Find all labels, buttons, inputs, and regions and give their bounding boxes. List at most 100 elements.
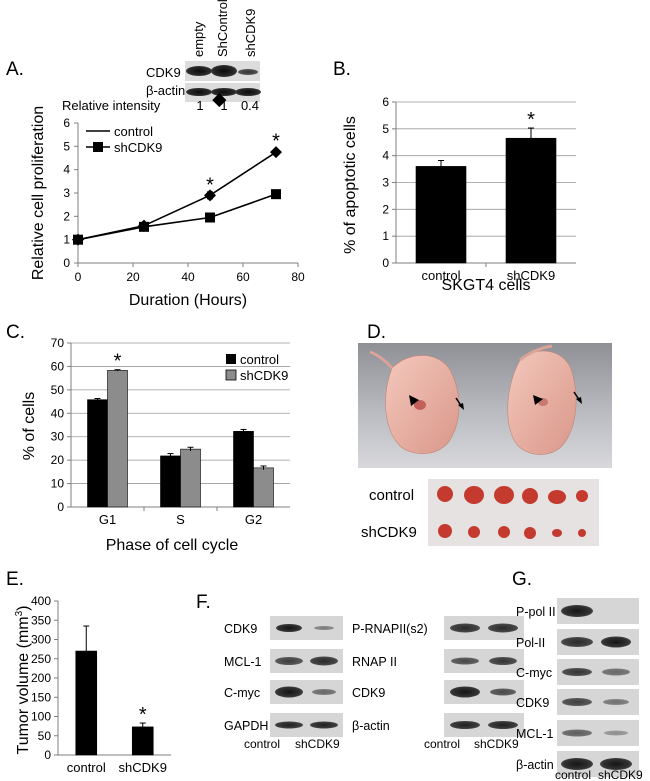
blot-band <box>275 721 303 729</box>
tumor-row-label: shCDK9 <box>361 524 417 541</box>
y-tick-label: 4 <box>382 149 389 163</box>
data-point <box>139 221 149 232</box>
blot-band <box>276 624 302 632</box>
y-tick-label: 2 <box>382 202 389 216</box>
tumor-row-label: control <box>369 487 414 504</box>
chart-b-xlabel: SKGT4 cells <box>442 277 531 294</box>
chart-c-ylabel: % of cells <box>21 392 38 460</box>
series-line <box>77 151 277 241</box>
y-tick-label: 350 <box>31 613 51 627</box>
significance-star: * <box>139 704 147 726</box>
blot-band <box>603 699 629 705</box>
tumor <box>414 400 426 410</box>
x-tick-label: control <box>67 760 106 775</box>
significance-star: * <box>272 130 280 152</box>
y-tick-label: 2 <box>63 209 70 223</box>
blot-band <box>488 623 518 633</box>
blot-band <box>600 758 632 770</box>
blot-a-row-label: β-actin <box>146 83 185 98</box>
blot-row-label: Pol-II <box>516 636 545 650</box>
blot-band <box>488 721 518 729</box>
y-tick-label: 0 <box>63 256 70 270</box>
chart-e-tumor-volume: Tumor volume (mm3) 0 50 100 150 200 250 300 350… <box>14 594 171 775</box>
y-tick-label: 400 <box>31 594 51 608</box>
bar <box>131 726 154 756</box>
tumor-tray <box>428 479 599 546</box>
blot-band <box>602 668 630 676</box>
blot-band <box>451 657 479 665</box>
legend-swatch <box>226 354 236 364</box>
tumor <box>498 526 510 538</box>
y-tick-label: 0 <box>44 748 51 762</box>
blot-band <box>310 721 338 729</box>
blot-row-label: CDK9 <box>352 686 385 700</box>
blot-a-row-label: CDK9 <box>146 65 181 80</box>
x-tick-label: 60 <box>236 270 250 284</box>
panel-label-b: B. <box>333 59 351 80</box>
blot-row-label: C-myc <box>224 686 260 700</box>
y-tick-label: 60 <box>51 359 65 373</box>
y-tick-label: 300 <box>31 633 51 647</box>
tumor <box>522 488 538 504</box>
blot-row-label: β-actin <box>516 758 554 772</box>
relative-intensity-value: 1 <box>196 98 203 113</box>
blot-row-label: P-RNAPII(s2) <box>352 622 428 636</box>
blot-band <box>186 88 212 96</box>
bar <box>87 399 108 508</box>
chart-c-cell-cycle: % of cells Phase of cell cycle 0 10 20 30 40… <box>21 336 290 554</box>
blot-band <box>561 637 593 647</box>
y-tick-label: 50 <box>51 383 65 397</box>
tumor <box>494 486 514 504</box>
tumor <box>524 527 536 539</box>
legend-marker <box>212 93 227 108</box>
legend-entry: shCDK9 <box>114 140 162 155</box>
chart-a-legend: control shCDK9 <box>86 93 227 155</box>
blot-row-label: CDK9 <box>516 696 549 710</box>
y-tick-label: 6 <box>63 116 70 130</box>
blot-band <box>489 657 517 665</box>
arrowhead-icon <box>533 395 543 405</box>
y-tick-label: 200 <box>31 671 51 685</box>
x-tick-label: 0 <box>75 270 82 284</box>
x-tick-label: shCDK9 <box>507 268 555 283</box>
legend-marker <box>93 142 103 152</box>
y-tick-label: 0 <box>57 500 64 514</box>
tumor <box>576 490 588 502</box>
mouse-left-tail <box>369 350 394 369</box>
blot-band <box>561 758 593 770</box>
panel-d-tumors: control shCDK9 <box>361 479 599 546</box>
x-tick-label: control <box>421 268 460 283</box>
blot-band <box>186 66 212 76</box>
data-point <box>205 212 215 223</box>
tumor <box>578 529 586 537</box>
y-tick-label: 40 <box>51 406 65 420</box>
data-point <box>204 189 216 202</box>
blot-lane-label: control <box>555 768 591 781</box>
tumor <box>437 486 453 502</box>
blot-band <box>312 689 336 695</box>
y-tick-label: 3 <box>382 176 389 190</box>
blot-row-label: GAPDH <box>224 719 268 733</box>
bar <box>180 448 201 508</box>
panel-label-d: D. <box>367 322 386 343</box>
blot-lane-label: shCDK9 <box>474 737 519 751</box>
chart-b-ylabel: % of apoptotic cells <box>342 116 359 254</box>
blot-band <box>604 730 628 736</box>
bar <box>107 370 128 508</box>
panel-a-blot: empty ShControl shCDK9 CDK9 β-actin Rela… <box>62 0 261 113</box>
blot-lane-label: control <box>244 737 280 751</box>
y-tick-label: 250 <box>31 652 51 666</box>
y-tick-label: 5 <box>63 139 70 153</box>
data-point <box>271 189 281 200</box>
data-point <box>73 234 83 245</box>
tumor <box>548 490 566 504</box>
panel-label-e: E. <box>6 569 24 590</box>
blot-band <box>275 686 303 698</box>
panel-g-blots: P-pol II Pol-II C-myc CDK9 MCL-1 β-actincontr… <box>516 598 643 781</box>
chart-b-apoptosis: % of apoptotic cells SKGT4 cells 0 1 2 3 4 5 6… <box>342 95 576 294</box>
relative-intensity-value: 0.4 <box>241 98 259 113</box>
bar <box>415 166 467 264</box>
data-point <box>270 146 282 159</box>
blot-a-lane-label: empty <box>191 21 206 57</box>
